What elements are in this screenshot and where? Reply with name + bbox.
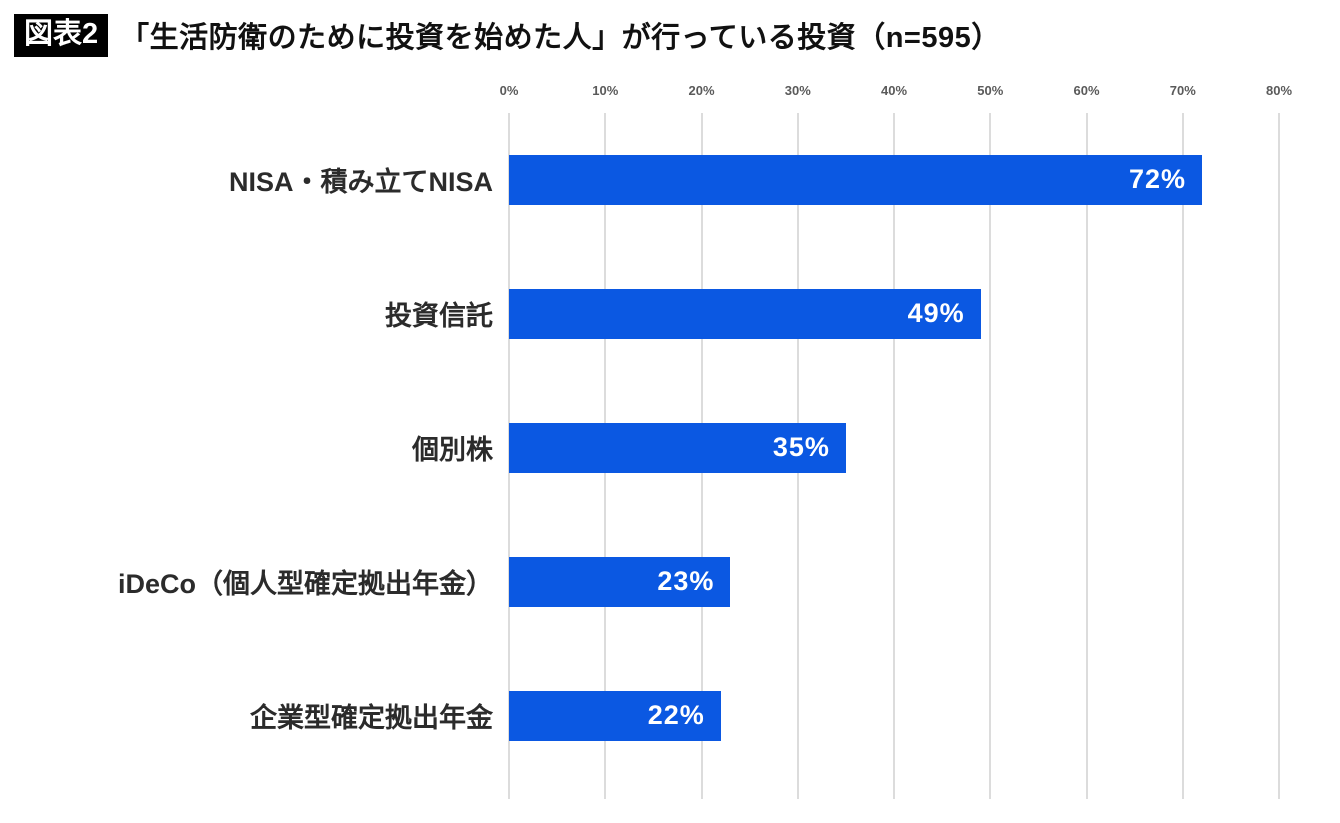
x-tick-label: 30%	[784, 82, 811, 98]
chart-row: 企業型確定拠出年金 22%	[14, 649, 1314, 783]
bar-value-label: 72%	[1128, 164, 1186, 195]
bar: 49%	[509, 288, 981, 339]
bar-chart: 0% 10% 20% 30% 40% 50% 60% 70% 80% NISA・積み立てNISA…	[14, 83, 1314, 813]
bar-value-label: 23%	[657, 566, 715, 597]
chart-row: NISA・積み立てNISA 72%	[14, 113, 1314, 247]
bar-track: 35%	[509, 422, 1279, 473]
bar-value-label: 35%	[772, 432, 830, 463]
bar-track: 72%	[509, 154, 1279, 205]
bar-track: 22%	[509, 690, 1279, 741]
bar-track: 49%	[509, 288, 1279, 339]
chart-row: 投資信託 49%	[14, 247, 1314, 381]
bar: 35%	[509, 422, 846, 473]
chart-row: iDeCo（個人型確定拠出年金） 23%	[14, 515, 1314, 649]
x-tick-label: 40%	[880, 82, 908, 98]
category-label: 個別株	[412, 435, 493, 466]
x-axis: 0% 10% 20% 30% 40% 50% 60% 70% 80%	[500, 82, 1292, 113]
bar: 72%	[509, 154, 1202, 205]
bar-value-label: 22%	[647, 700, 705, 731]
bar-track: 23%	[509, 556, 1279, 607]
category-label: iDeCo（個人型確定拠出年金）	[117, 569, 493, 600]
bar-value-label: 49%	[907, 298, 965, 329]
x-tick-label: 60%	[1073, 82, 1100, 98]
figure-badge: 図表2	[14, 14, 109, 57]
figure-header: 図表2 「生活防衛のために投資を始めた人」が行っている投資（n=595）	[14, 14, 1320, 57]
bar: 22%	[509, 690, 721, 741]
category-label: NISA・積み立てNISA	[228, 167, 493, 198]
figure-title: 「生活防衛のために投資を始めた人」が行っている投資（n=595）	[120, 22, 1001, 55]
x-tick-label: 50%	[977, 82, 1004, 98]
x-tick-label: 80%	[1265, 82, 1293, 98]
category-label: 企業型確定拠出年金	[250, 703, 493, 734]
x-tick-label: 0%	[499, 82, 519, 98]
x-tick-label: 70%	[1169, 82, 1196, 98]
category-label: 投資信託	[385, 301, 493, 332]
chart-row: 個別株 35%	[14, 381, 1314, 515]
x-tick-label: 20%	[688, 82, 715, 98]
x-tick-label: 10%	[592, 82, 619, 98]
chart-rows: NISA・積み立てNISA 72% 投資信託 49% 個別株 35% iDeCo（個人型確定…	[14, 113, 1314, 783]
bar: 23%	[509, 556, 731, 607]
